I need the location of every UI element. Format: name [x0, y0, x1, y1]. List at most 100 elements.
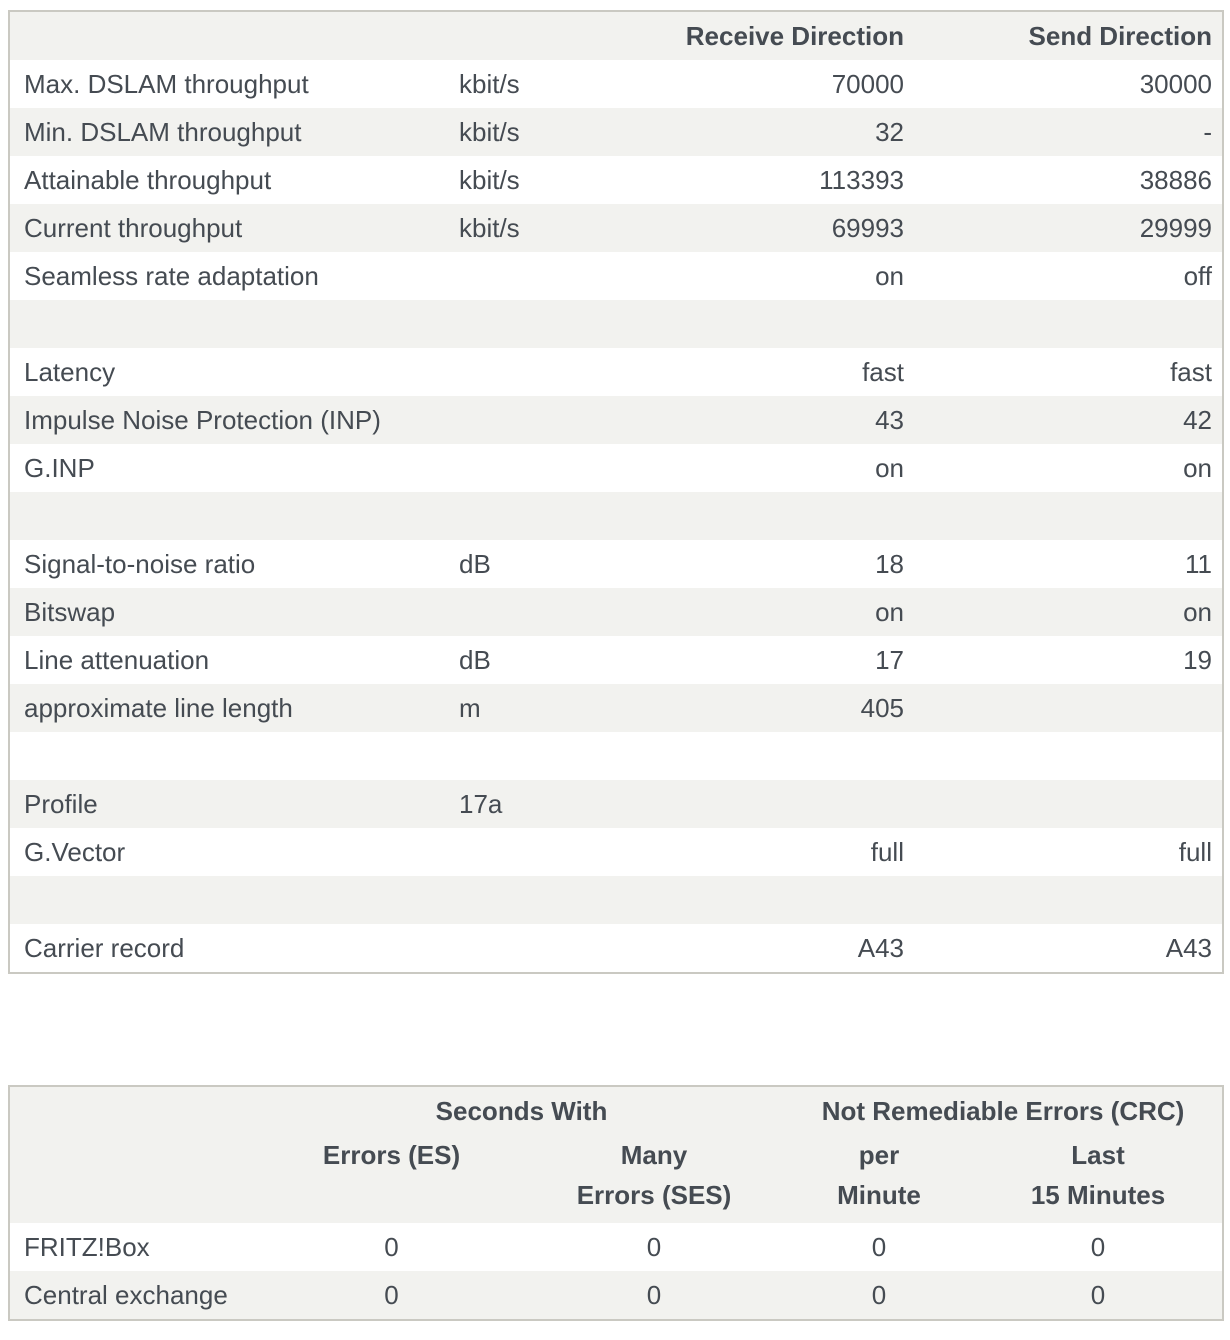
- row-label: Central exchange: [24, 1279, 228, 1310]
- send-direction-value: full: [1178, 836, 1212, 867]
- row-unit: [449, 876, 639, 924]
- send-direction-value: 11: [1185, 548, 1212, 579]
- receive-direction-value: 32: [875, 116, 904, 147]
- dsl-header-row: Receive Direction Send Direction: [9, 11, 1223, 60]
- send-direction-value: off: [1183, 260, 1212, 291]
- crc-per-minute-value: 0: [871, 1231, 887, 1262]
- send-direction-value: 30000: [1139, 68, 1212, 99]
- header-line: 15 Minutes: [1030, 1180, 1166, 1210]
- receive-direction-value: fast: [862, 356, 904, 387]
- many-errors-ses-value: 0: [646, 1279, 662, 1310]
- send-direction-value: 38886: [1139, 164, 1212, 195]
- receive-direction-value: 405: [860, 692, 904, 723]
- table-row: Current throughput kbit/s 69993 29999: [9, 204, 1223, 252]
- errors-es-value: 0: [384, 1231, 399, 1262]
- row-label: G.INP: [24, 452, 95, 483]
- send-direction-value: 42: [1183, 404, 1212, 435]
- dsl-header-empty-unit: [449, 11, 639, 60]
- column-header-crc-last-15-minutes: Last 15 Minutes: [974, 1135, 1223, 1223]
- row-unit: [449, 588, 639, 636]
- row-unit: [449, 348, 639, 396]
- table-row: Impulse Noise Protection (INP) 43 42: [9, 396, 1223, 444]
- send-direction-value: 29999: [1139, 212, 1212, 243]
- send-direction-value: on: [1183, 452, 1212, 483]
- error-group-header-row: Seconds With Not Remediable Errors (CRC): [9, 1086, 1223, 1135]
- spacer-row: [9, 300, 1223, 348]
- receive-direction-value: [639, 780, 914, 828]
- row-unit: kbit/s: [459, 68, 520, 99]
- receive-direction-value: on: [875, 452, 904, 483]
- dsl-table-body: Max. DSLAM throughput kbit/s 70000 30000…: [9, 60, 1223, 973]
- header-line: Errors (ES): [322, 1140, 461, 1170]
- send-direction-value: [914, 684, 1223, 732]
- row-label: approximate line length: [24, 692, 293, 723]
- send-direction-value: [914, 492, 1223, 540]
- crc-last-15-minutes-value: 0: [1090, 1279, 1106, 1310]
- row-label: Seamless rate adaptation: [24, 260, 319, 291]
- row-label: Current throughput: [24, 212, 243, 243]
- receive-direction-value: [639, 492, 914, 540]
- row-unit: kbit/s: [459, 212, 520, 243]
- send-direction-value: [914, 732, 1223, 780]
- receive-direction-value: A43: [857, 932, 904, 963]
- column-header-errors-es: Errors (ES): [259, 1135, 524, 1223]
- column-group-not-remediable-errors-crc: Not Remediable Errors (CRC): [821, 1095, 1185, 1126]
- crc-per-minute-value: 0: [871, 1279, 887, 1310]
- column-header-receive-direction: Receive Direction: [685, 20, 904, 51]
- row-label: Impulse Noise Protection (INP): [24, 404, 381, 435]
- table-row: Attainable throughput kbit/s 113393 3888…: [9, 156, 1223, 204]
- dsl-header-empty-label: [9, 11, 449, 60]
- receive-direction-value: on: [875, 596, 904, 627]
- row-label: FRITZ!Box: [24, 1231, 150, 1262]
- row-unit: 17a: [459, 788, 503, 819]
- receive-direction-value: 70000: [831, 68, 904, 99]
- row-label: Latency: [24, 356, 116, 387]
- receive-direction-value: 18: [875, 548, 904, 579]
- row-label: Attainable throughput: [24, 164, 272, 195]
- send-direction-value: 19: [1183, 644, 1212, 675]
- table-row: Seamless rate adaptation on off: [9, 252, 1223, 300]
- column-header-many-errors-ses: Many Errors (SES): [524, 1135, 784, 1223]
- receive-direction-value: 43: [875, 404, 904, 435]
- table-row: Carrier record A43 A43: [9, 924, 1223, 973]
- header-line: per: [858, 1140, 900, 1170]
- receive-direction-value: [639, 876, 914, 924]
- send-direction-value: A43: [1165, 932, 1212, 963]
- row-unit: [449, 924, 639, 973]
- spacer-row: [9, 492, 1223, 540]
- spacer-row: [9, 876, 1223, 924]
- table-row: Signal-to-noise ratio dB 18 11: [9, 540, 1223, 588]
- table-row: Bitswap on on: [9, 588, 1223, 636]
- row-label: [9, 732, 449, 780]
- receive-direction-value: [639, 300, 914, 348]
- error-table-body: FRITZ!Box 0 0 0 0 Central exchange 0 0 0…: [9, 1223, 1224, 1320]
- many-errors-ses-value: 0: [646, 1231, 662, 1262]
- row-unit: [449, 300, 639, 348]
- column-group-seconds-with: Seconds With: [435, 1095, 608, 1126]
- error-header-empty-label: [9, 1086, 259, 1223]
- send-direction-value: fast: [1170, 356, 1212, 387]
- row-label: [9, 492, 449, 540]
- table-row: FRITZ!Box 0 0 0 0: [9, 1223, 1223, 1271]
- row-unit: [449, 732, 639, 780]
- error-sub-header-row: Errors (ES) Many Errors (SES) per Minute…: [9, 1135, 1223, 1223]
- row-unit: [449, 444, 639, 492]
- spacer-row: [9, 732, 1223, 780]
- table-row: G.Vector full full: [9, 828, 1223, 876]
- row-label: Min. DSLAM throughput: [24, 116, 302, 147]
- header-line: Last: [1071, 1140, 1125, 1170]
- row-unit: kbit/s: [459, 116, 520, 147]
- row-label: [9, 300, 449, 348]
- header-line: Many: [620, 1140, 688, 1170]
- table-row: Max. DSLAM throughput kbit/s 70000 30000: [9, 60, 1223, 108]
- row-unit: [449, 396, 639, 444]
- table-row: Min. DSLAM throughput kbit/s 32 -: [9, 108, 1223, 156]
- row-unit: dB: [459, 644, 491, 675]
- table-row: Profile 17a: [9, 780, 1223, 828]
- row-label: Carrier record: [24, 932, 185, 963]
- errors-es-value: 0: [384, 1279, 399, 1310]
- table-row: approximate line length m 405: [9, 684, 1223, 732]
- row-unit: [449, 492, 639, 540]
- row-label: Max. DSLAM throughput: [24, 68, 309, 99]
- error-counters-table: Seconds With Not Remediable Errors (CRC)…: [8, 1085, 1225, 1321]
